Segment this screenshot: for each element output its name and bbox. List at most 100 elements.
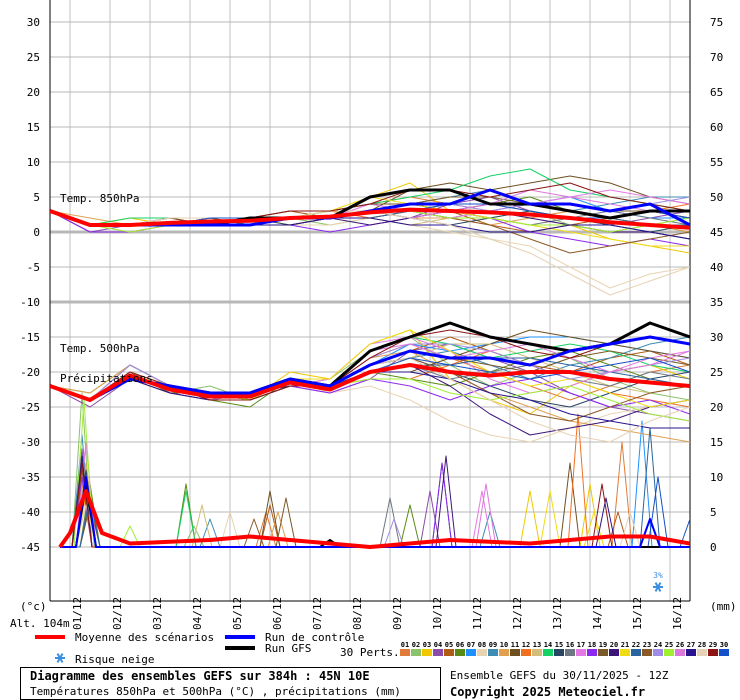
legend-pert-swatch-30 [719,649,729,656]
left-tick-label: 10 [27,156,40,169]
legend-pert-id: 09 [489,641,497,649]
altitude-label: Alt. 104m [10,617,70,630]
precip-pert-line-27 [60,455,690,548]
precip-pert-line-22 [60,427,690,548]
right-tick-label: 25 [710,366,723,379]
legend-pert-id: 20 [610,641,618,649]
right-tick-label: 60 [710,121,723,134]
legend-pert-id: 06 [456,641,464,649]
legend-mean-label: Moyenne des scénarios [75,631,214,644]
right-tick-label: 15 [710,436,723,449]
legend-pert-swatch-18 [587,649,597,656]
x-tick-label: 08/12 [351,597,364,630]
chart-subtitle: Températures 850hPa et 500hPa (°C) , pré… [30,685,401,698]
precip-pert-line-20 [60,455,690,548]
precip-pert-line-18 [60,462,690,548]
legend-pert-swatch-24 [653,649,663,656]
legend-pert-id: 28 [698,641,706,649]
precip-pert-line-15 [60,462,690,548]
legend-pert-id: 27 [687,641,695,649]
legend-pert-id: 26 [676,641,684,649]
legend-pert-swatch-22 [631,649,641,656]
legend-pert-id: 21 [621,641,629,649]
legend-pert-id: 01 [401,641,409,649]
precip-pert-line-05 [60,462,690,548]
legend-pert-swatch-03 [422,649,432,656]
left-tick-label: 0 [33,226,40,239]
x-tick-label: 09/12 [391,597,404,630]
legend-pert-id: 16 [566,641,574,649]
legend-pert-id: 15 [555,641,563,649]
right-tick-label: 20 [710,401,723,414]
left-tick-label: -15 [20,331,40,344]
x-tick-label: 06/12 [271,597,284,630]
t500-pert-line-29 [50,329,690,401]
legend-pert-id: 19 [599,641,607,649]
legend-pert-swatch-01 [400,649,410,656]
left-tick-label: -20 [20,366,40,379]
precip-pert-line-13 [60,462,690,548]
x-tick-label: 15/12 [631,597,644,630]
legend-pert-swatch-15 [554,649,564,656]
copyright: Copyright 2025 Meteociel.fr [450,685,646,699]
right-tick-label: 55 [710,156,723,169]
t500-control-line [50,335,690,402]
legend-pert-swatch-05 [444,649,454,656]
x-tick-label: 04/12 [191,597,204,630]
legend-pert-id: 13 [533,641,541,649]
left-tick-label: -10 [20,296,40,309]
legend-pert-swatch-19 [598,649,608,656]
legend-pert-id: 10 [500,641,508,649]
right-tick-label: 45 [710,226,723,239]
x-tick-label: 11/12 [471,597,484,630]
legend-gfs-label: Run GFS [265,642,311,655]
t500-gfs-line [50,321,690,402]
right-tick-label: 10 [710,471,723,484]
legend-pert-id: 11 [511,641,519,649]
left-tick-label: -40 [20,506,40,519]
right-tick-label: 5 [710,506,717,519]
precip-pert-line-11 [60,462,690,548]
legend-pert-id: 14 [544,641,552,649]
left-tick-label: -5 [27,261,40,274]
x-tick-label: 14/12 [591,597,604,630]
legend-pert-swatch-13 [532,649,542,656]
x-tick-label: 13/12 [551,597,564,630]
left-tick-label: 20 [27,86,40,99]
legend-pert-id: 22 [632,641,640,649]
precip-pert-line-23 [60,469,690,548]
legend-pert-swatch-27 [686,649,696,656]
legend-pert-id: 29 [709,641,717,649]
snowflake-icon [653,582,663,592]
right-tick-label: 40 [710,261,723,274]
precip-pert-line-01 [60,441,690,548]
legend-pert-swatch-09 [488,649,498,656]
left-tick-label: 30 [27,16,40,29]
right-tick-label: 75 [710,16,723,29]
left-tick-label: -30 [20,436,40,449]
legend-pert-swatch-16 [565,649,575,656]
left-tick-label: 25 [27,51,40,64]
t500-label: Temp. 500hPa [60,342,139,355]
legend-pert-swatch-11 [510,649,520,656]
right-tick-label: 30 [710,331,723,344]
legend-pert-swatch-06 [455,649,465,656]
legend-pert-id: 04 [434,641,442,649]
right-tick-label: 65 [710,86,723,99]
legend-pert-swatch-28 [697,649,707,656]
snowflake-icon [55,653,65,663]
right-tick-label: 70 [710,51,723,64]
right-tick-label: 35 [710,296,723,309]
legend-pert-id: 08 [478,641,486,649]
precip-pert-line-04 [60,448,690,548]
run-info: Ensemble GEFS du 30/11/2025 - 12Z [450,669,669,682]
left-tick-label: -25 [20,401,40,414]
legend-pert-swatch-08 [477,649,487,656]
legend-pert-id: 12 [522,641,530,649]
legend-pert-swatch-23 [642,649,652,656]
legend-pert-id: 05 [445,641,453,649]
legend-perts-label: 30 Perts. [340,646,400,659]
t500-mean-line [50,363,690,402]
legend-control-label: Run de contrôle [265,631,364,644]
snowflake-stroke [56,653,64,663]
